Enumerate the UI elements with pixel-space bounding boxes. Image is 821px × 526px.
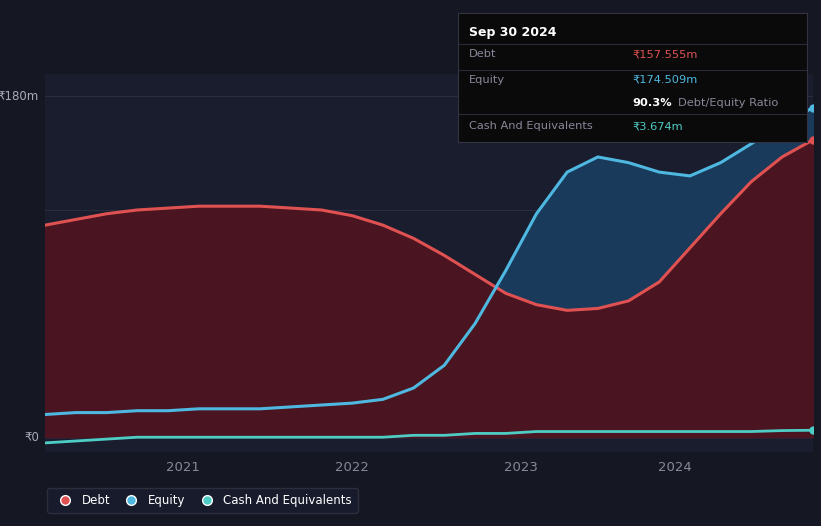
Text: ₹174.509m: ₹174.509m	[633, 75, 698, 85]
Text: ₹3.674m: ₹3.674m	[633, 122, 683, 132]
Text: Debt/Equity Ratio: Debt/Equity Ratio	[678, 98, 778, 108]
Text: Cash And Equivalents: Cash And Equivalents	[469, 122, 592, 132]
Text: ₹157.555m: ₹157.555m	[633, 49, 698, 59]
Text: 90.3%: 90.3%	[633, 98, 672, 108]
Text: Debt: Debt	[469, 49, 496, 59]
Text: Equity: Equity	[469, 75, 505, 85]
Text: ₹180m: ₹180m	[0, 90, 39, 103]
Text: Sep 30 2024: Sep 30 2024	[469, 26, 556, 39]
Text: ₹0: ₹0	[24, 431, 39, 444]
Legend: Debt, Equity, Cash And Equivalents: Debt, Equity, Cash And Equivalents	[48, 488, 358, 513]
